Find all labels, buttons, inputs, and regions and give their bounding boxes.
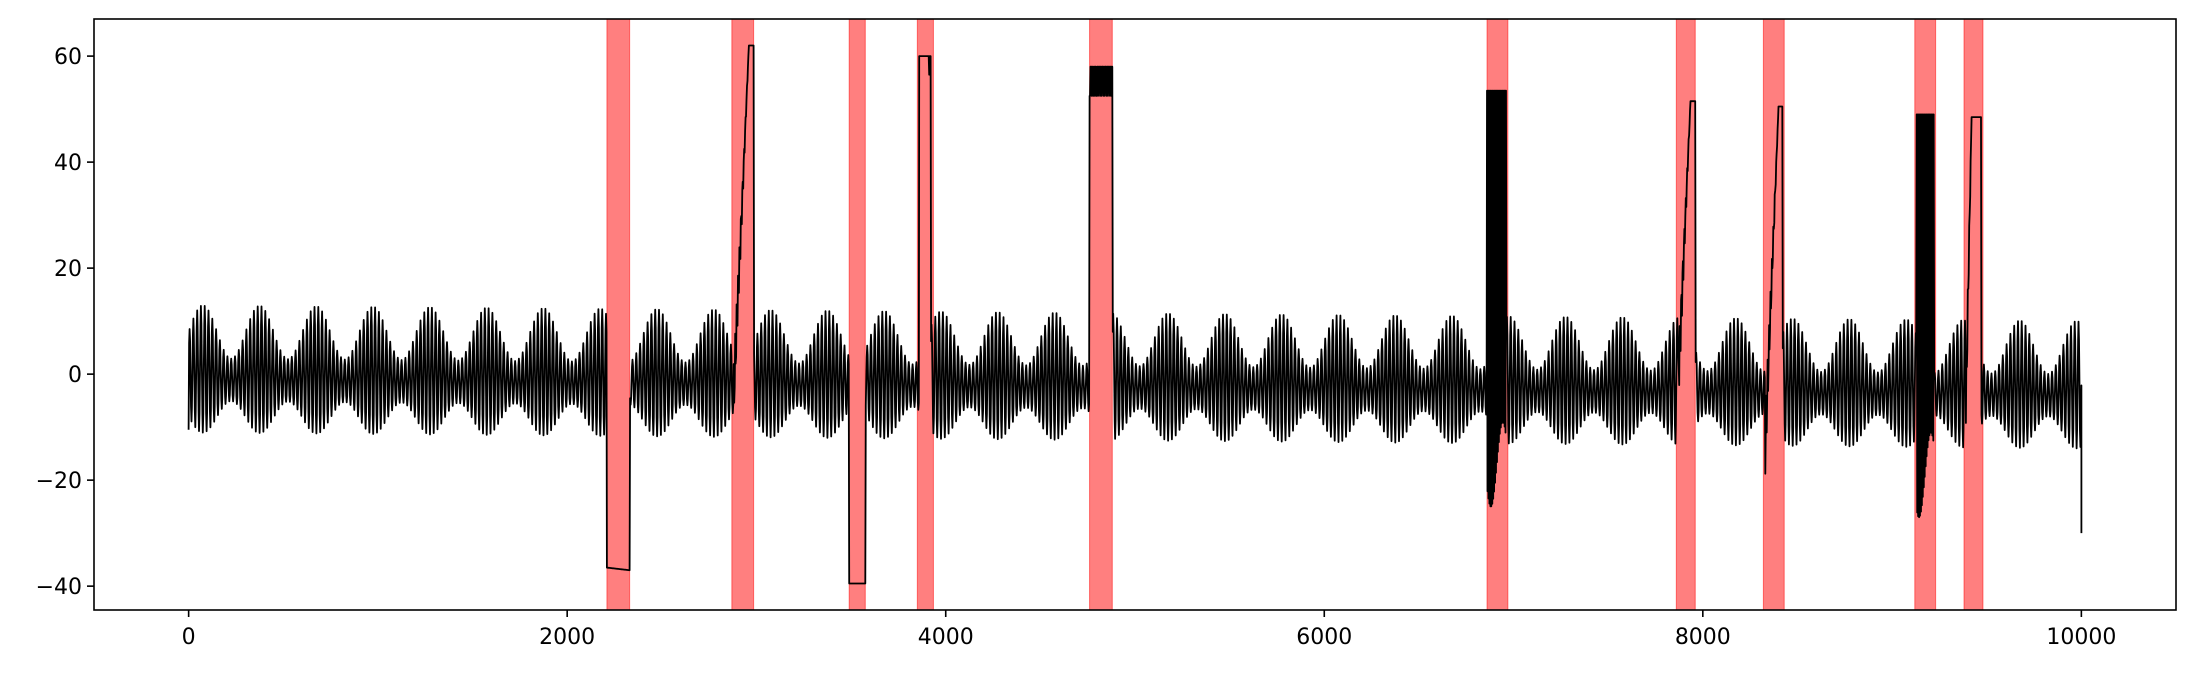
x-tick-label: 4000 — [918, 625, 974, 650]
highlight-band-3 — [848, 18, 866, 611]
highlight-band-7 — [1675, 18, 1696, 611]
y-tick-label: 0 — [68, 363, 82, 388]
x-axis: 0 2000 4000 6000 8000 10000 — [182, 610, 2116, 650]
y-tick-label: 20 — [54, 257, 82, 282]
plot-frame — [93, 18, 2177, 611]
y-axis: −40 −20 0 20 40 60 — [36, 45, 94, 600]
x-tick-label: 0 — [182, 625, 196, 650]
y-tick-label: −20 — [36, 469, 82, 494]
highlight-band-8 — [1762, 18, 1785, 611]
x-tick-label: 10000 — [2046, 625, 2116, 650]
highlight-band-5 — [1089, 18, 1113, 611]
y-tick-label: 40 — [54, 151, 82, 176]
x-tick-label: 6000 — [1296, 625, 1352, 650]
x-tick-label: 2000 — [539, 625, 595, 650]
highlight-band-1 — [606, 18, 631, 611]
x-tick-label: 8000 — [1675, 625, 1731, 650]
signal-line — [187, 44, 2083, 585]
y-tick-label: −40 — [36, 575, 82, 600]
highlight-bands — [606, 18, 1984, 611]
highlight-band-2 — [731, 18, 755, 611]
y-tick-label: 60 — [54, 45, 82, 70]
